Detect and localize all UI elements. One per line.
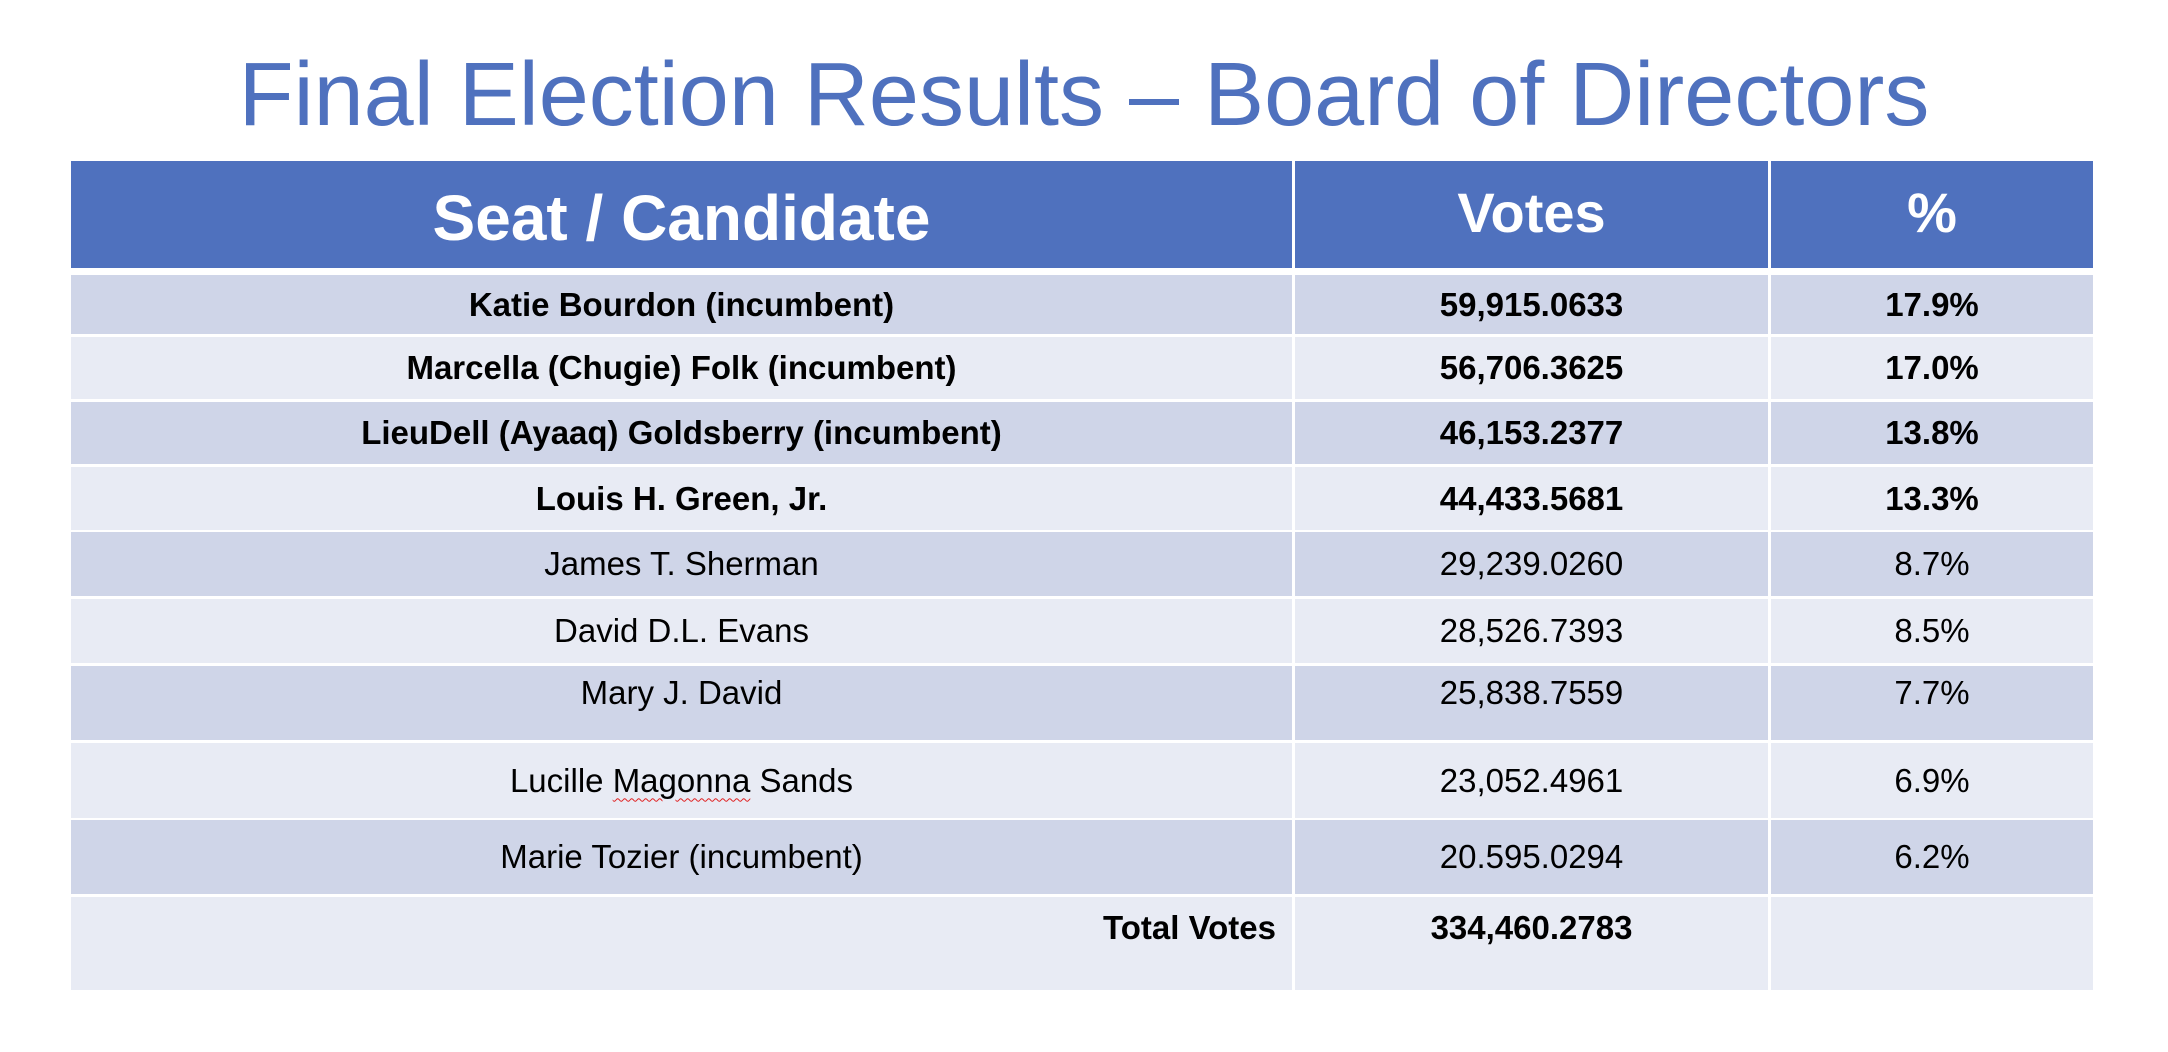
table-row: LieuDell (Ayaaq) Goldsberry (incumbent) … bbox=[71, 402, 2093, 464]
candidate-name: James T. Sherman bbox=[71, 532, 1292, 596]
table-row: Katie Bourdon (incumbent) 59,915.0633 17… bbox=[71, 275, 2093, 334]
header-percent: % bbox=[1771, 161, 2093, 268]
candidate-votes: 56,706.3625 bbox=[1295, 337, 1768, 399]
table-header-row: Seat / Candidate Votes % bbox=[71, 161, 2093, 268]
table-row: James T. Sherman 29,239.0260 8.7% bbox=[71, 532, 2093, 596]
header-candidate: Seat / Candidate bbox=[71, 161, 1292, 268]
candidate-votes: 29,239.0260 bbox=[1295, 532, 1768, 596]
total-votes: 334,460.2783 bbox=[1295, 897, 1768, 990]
spellcheck-flagged-word: Magonna bbox=[612, 761, 751, 799]
candidate-percent: 6.9% bbox=[1771, 743, 2093, 818]
candidate-votes: 28,526.7393 bbox=[1295, 599, 1768, 663]
total-percent bbox=[1771, 897, 2093, 990]
candidate-votes: 44,433.5681 bbox=[1295, 467, 1768, 530]
total-row: Total Votes 334,460.2783 bbox=[71, 897, 2093, 990]
candidate-percent: 17.9% bbox=[1771, 275, 2093, 334]
table-row: Louis H. Green, Jr. 44,433.5681 13.3% bbox=[71, 467, 2093, 530]
candidate-name: Marcella (Chugie) Folk (incumbent) bbox=[71, 337, 1292, 399]
candidate-percent: 13.3% bbox=[1771, 467, 2093, 530]
table-row: Marcella (Chugie) Folk (incumbent) 56,70… bbox=[71, 337, 2093, 399]
candidate-percent: 8.7% bbox=[1771, 532, 2093, 596]
candidate-votes: 20.595.0294 bbox=[1295, 820, 1768, 894]
candidate-name-part: Sands bbox=[750, 761, 854, 799]
candidate-percent: 7.7% bbox=[1771, 666, 2093, 740]
candidate-name: Louis H. Green, Jr. bbox=[71, 467, 1292, 530]
candidate-votes: 25,838.7559 bbox=[1295, 666, 1768, 740]
header-votes: Votes bbox=[1295, 161, 1768, 268]
candidate-votes: 46,153.2377 bbox=[1295, 402, 1768, 464]
candidate-percent: 6.2% bbox=[1771, 820, 2093, 894]
candidate-name: Marie Tozier (incumbent) bbox=[71, 820, 1292, 894]
candidate-votes: 59,915.0633 bbox=[1295, 275, 1768, 334]
candidate-name: Lucille Magonna Sands bbox=[71, 743, 1292, 818]
table-row: Lucille Magonna Sands 23,052.4961 6.9% bbox=[71, 743, 2093, 818]
table-row: Mary J. David 25,838.7559 7.7% bbox=[71, 666, 2093, 740]
candidate-percent: 17.0% bbox=[1771, 337, 2093, 399]
total-label: Total Votes bbox=[71, 897, 1292, 990]
table-row: Marie Tozier (incumbent) 20.595.0294 6.2… bbox=[71, 820, 2093, 894]
candidate-votes: 23,052.4961 bbox=[1295, 743, 1768, 818]
candidate-name: David D.L. Evans bbox=[71, 599, 1292, 663]
candidate-percent: 8.5% bbox=[1771, 599, 2093, 663]
table-row: David D.L. Evans 28,526.7393 8.5% bbox=[71, 599, 2093, 663]
candidate-name: Mary J. David bbox=[71, 666, 1292, 740]
candidate-percent: 13.8% bbox=[1771, 402, 2093, 464]
candidate-name: LieuDell (Ayaaq) Goldsberry (incumbent) bbox=[71, 402, 1292, 464]
candidate-name-part: Lucille bbox=[509, 761, 613, 799]
page-title: Final Election Results – Board of Direct… bbox=[238, 45, 1930, 145]
candidate-name: Katie Bourdon (incumbent) bbox=[71, 275, 1292, 334]
